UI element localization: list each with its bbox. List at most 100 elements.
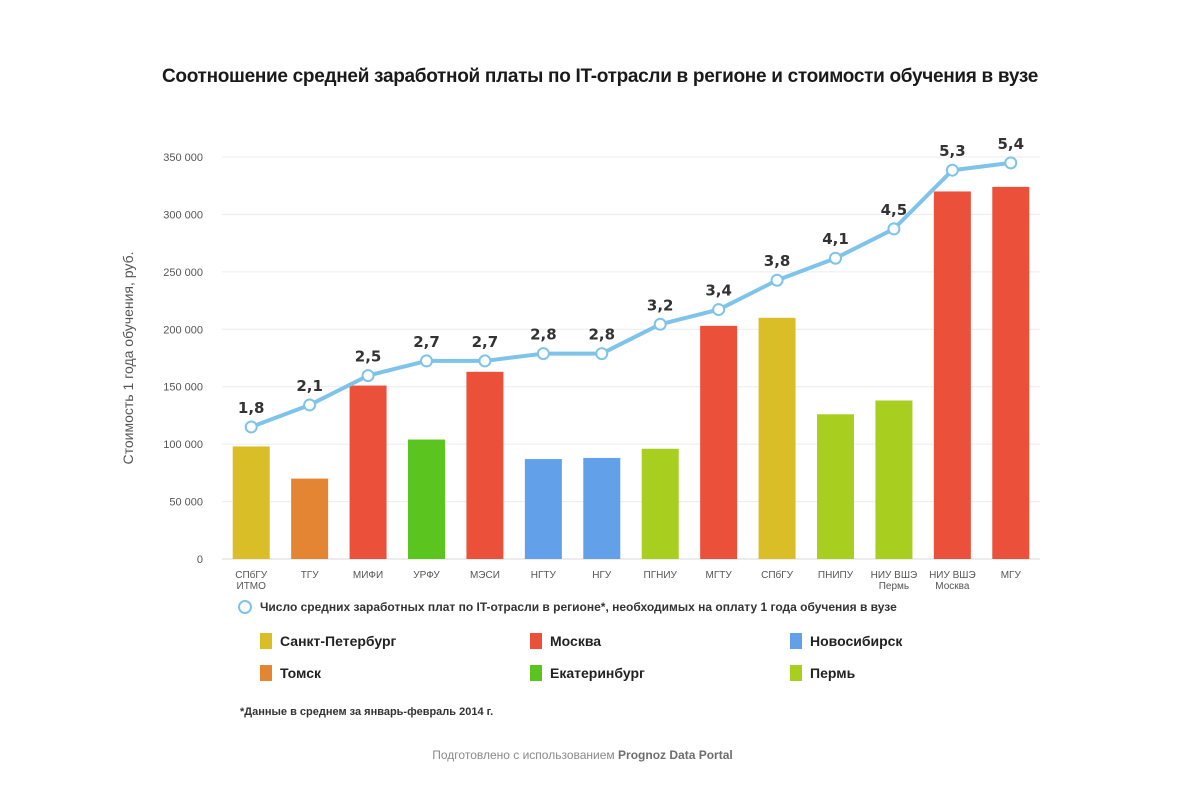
legend-swatch xyxy=(790,665,802,681)
bar xyxy=(700,325,738,559)
line-point xyxy=(478,354,492,368)
x-tick-label-line2: ИТМО xyxy=(237,581,267,592)
legend-item-moscow: Москва xyxy=(530,633,601,649)
legend-item-tomsk: Томск xyxy=(260,665,321,681)
y-axis-ticks: 0 50 000 100 000 150 000 200 000 250 000 300 0… xyxy=(163,152,203,566)
bar xyxy=(933,191,971,559)
chart-title: Соотношение средней заработной платы по … xyxy=(162,66,1038,87)
x-tick-label: СПбГУ xyxy=(235,569,268,581)
x-tick-label: МГТУ xyxy=(706,570,733,581)
x-tick-label: УРФУ xyxy=(413,570,440,581)
bar xyxy=(758,317,796,559)
y-tick-label: 100 000 xyxy=(163,439,203,451)
x-tick-label-line2: Пермь xyxy=(879,581,909,592)
y-tick-label: 300 000 xyxy=(163,209,203,221)
line-data-label: 4,1 xyxy=(822,230,849,248)
line-legend-label: Число средних заработных плат по IT-отра… xyxy=(260,600,897,614)
x-tick-label: НГТУ xyxy=(531,570,557,581)
y-tick-label: 200 000 xyxy=(163,324,203,336)
legend-item-nsk: Новосибирск xyxy=(790,633,902,649)
line-point xyxy=(536,347,550,361)
x-tick-label: СПбГУ xyxy=(761,569,794,581)
footnote: *Данные в среднем за январь-февраль 2014… xyxy=(240,706,494,718)
bar xyxy=(466,371,504,559)
legend-label: Екатеринбург xyxy=(550,665,645,681)
line-data-label: 3,8 xyxy=(764,252,791,270)
chart-plot-area: 0 50 000 100 000 150 000 200 000 250 000 300 0… xyxy=(120,135,1040,592)
x-tick-label: ПНИПУ xyxy=(818,570,854,581)
legend-swatch xyxy=(530,665,542,681)
line-point xyxy=(595,347,609,361)
x-tick-label: ПГНИУ xyxy=(644,570,678,581)
y-axis-label: Стоимость 1 года обучения, руб. xyxy=(120,252,136,465)
legend-label: Санкт-Петербург xyxy=(280,633,397,649)
bar xyxy=(524,459,562,559)
x-tick-label: ТГУ xyxy=(301,570,320,581)
x-tick-label: НИУ ВШЭ xyxy=(929,570,976,581)
line-data-label: 2,7 xyxy=(413,333,440,351)
legend-item-ekb: Екатеринбург xyxy=(530,665,645,681)
ratio-line: 1,8 2,1 2,5 2,7 2,7 2,8 2,8 3,2 3,4 3,8 4,1 4,5 5,3 5… xyxy=(238,135,1024,434)
bar xyxy=(875,400,913,559)
y-tick-label: 0 xyxy=(197,554,203,566)
circle-marker-icon xyxy=(238,600,252,614)
line-data-label: 2,1 xyxy=(296,377,323,395)
y-tick-label: 250 000 xyxy=(163,267,203,279)
bar xyxy=(291,478,329,559)
line-data-label: 5,4 xyxy=(997,135,1024,153)
ratio-line-path xyxy=(250,160,1012,429)
bar xyxy=(992,186,1030,559)
legend-swatch xyxy=(260,633,272,649)
line-point xyxy=(653,317,667,331)
line-point xyxy=(770,273,784,287)
legend-label: Новосибирск xyxy=(810,633,903,649)
x-tick-label: МЭСИ xyxy=(470,570,500,581)
x-tick-label: НИУ ВШЭ xyxy=(871,570,918,581)
legend-item-perm: Пермь xyxy=(790,665,855,681)
x-tick-label: МИФИ xyxy=(353,570,383,581)
legend-swatch xyxy=(530,633,542,649)
x-tick-label: НГУ xyxy=(592,570,612,581)
region-legend: Санкт-Петербург Москва Новосибирск Томск Ека… xyxy=(260,633,960,693)
bar xyxy=(232,446,270,559)
line-data-label: 3,4 xyxy=(705,282,732,300)
line-data-label: 5,3 xyxy=(939,142,966,160)
line-data-label: 3,2 xyxy=(647,296,674,314)
line-data-label: 2,7 xyxy=(472,333,499,351)
legend-item-spb: Санкт-Петербург xyxy=(260,633,396,649)
credit-prefix: Подготовлено с использованием xyxy=(432,748,615,762)
line-point xyxy=(1004,156,1018,170)
y-tick-label: 50 000 xyxy=(169,497,203,509)
line-point xyxy=(829,251,842,265)
line-point xyxy=(361,369,375,383)
line-legend: Число средних заработных плат по IT-отра… xyxy=(238,600,897,614)
x-tick-label-line2: Москва xyxy=(935,581,970,592)
y-tick-label: 150 000 xyxy=(163,382,203,394)
line-data-label: 2,8 xyxy=(588,326,615,344)
x-tick-label: МГУ xyxy=(1001,570,1022,581)
bar xyxy=(583,457,621,559)
bar xyxy=(817,414,854,559)
line-point xyxy=(712,303,726,317)
line-data-label: 1,8 xyxy=(238,399,265,417)
line-point xyxy=(420,354,433,368)
line-point xyxy=(945,163,959,177)
legend-swatch xyxy=(790,633,802,649)
credit-brand: Prognoz Data Portal xyxy=(618,748,733,762)
bar xyxy=(641,448,679,559)
line-data-label: 4,5 xyxy=(881,201,908,219)
credit: Подготовлено с использованием Prognoz Da… xyxy=(0,748,1165,762)
bar xyxy=(408,439,445,559)
gridlines xyxy=(222,156,1040,560)
line-data-label: 2,8 xyxy=(530,326,557,344)
legend-swatch xyxy=(260,665,272,681)
legend-label: Пермь xyxy=(810,665,856,681)
line-data-label: 2,5 xyxy=(355,348,382,366)
legend-label: Москва xyxy=(550,633,602,649)
bars xyxy=(232,186,1030,559)
line-point xyxy=(303,398,317,412)
legend-label: Томск xyxy=(280,665,322,681)
bar xyxy=(349,385,387,559)
line-point xyxy=(244,420,258,434)
